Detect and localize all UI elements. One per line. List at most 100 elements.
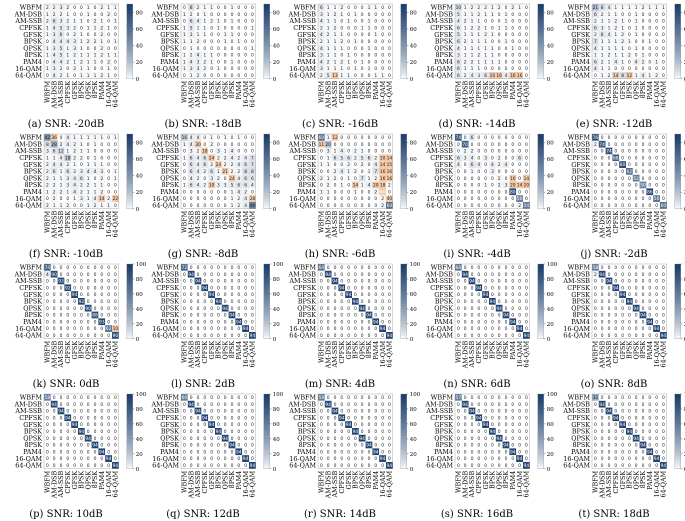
heatmap-cell [646, 65, 654, 72]
heatmap-cell-label: 1 [80, 53, 83, 59]
heatmap-cell-label: 0 [498, 272, 501, 278]
colorbar-segment [263, 168, 270, 172]
heatmap-cell-label: 94 [72, 422, 78, 428]
heatmap-cell [215, 65, 222, 72]
heatmap-cell-label: 1 [635, 73, 638, 79]
heatmap-cell-label: 0 [525, 313, 528, 319]
heatmap-cell-label: 0 [484, 333, 487, 339]
panel-caption: (b) SNR: -18dB [165, 119, 242, 130]
heatmap-cell-label: 1 [484, 53, 487, 59]
heatmap-cell-label: 0 [347, 326, 350, 332]
colorbar-segment [126, 426, 133, 430]
heatmap-cell [653, 24, 660, 32]
heatmap-cell-label: 1 [354, 66, 357, 72]
heatmap-cell-label: 4 [190, 176, 193, 182]
heatmap-cell-label: 0 [340, 313, 343, 319]
colorbar-segment [126, 286, 133, 290]
heatmap-cell-label: 1 [614, 5, 617, 11]
heatmap-cell-label: 1 [635, 32, 638, 38]
heatmap-cell-label: 0 [197, 319, 200, 325]
heatmap-cell-label: 0 [374, 135, 377, 141]
heatmap-cell [605, 31, 613, 38]
heatmap-cell [98, 17, 106, 25]
colorbar-segment [126, 153, 133, 157]
colorbar-segment [537, 333, 544, 337]
heatmap-cell-label: 0 [511, 66, 514, 72]
heatmap-cell-label: 0 [46, 449, 49, 455]
heatmap-cell-label: 0 [388, 39, 391, 45]
heatmap-cell-label: 0 [662, 183, 665, 189]
panel-caption: (j) SNR: -2dB [580, 249, 647, 260]
colorbar-segment [126, 418, 133, 422]
heatmap-cell-label: 0 [114, 59, 117, 65]
heatmap-cell [249, 24, 256, 32]
colorbar-segment [537, 271, 544, 275]
colorbar-tick-label: 80 [136, 277, 143, 283]
heatmap-cell-label: 0 [614, 196, 617, 202]
heatmap-cell [632, 51, 640, 59]
heatmap-cell-label: 0 [505, 59, 508, 65]
heatmap-cell [331, 44, 339, 52]
heatmap-cell [98, 72, 106, 79]
column-label: PAM4 [235, 81, 243, 100]
heatmap-cell-label: 0 [107, 32, 110, 38]
heatmap-cell [215, 58, 222, 66]
heatmap-cell-label: 2 [197, 176, 200, 182]
colorbar-segment [400, 158, 407, 162]
heatmap-cell-label: 3 [53, 32, 56, 38]
heatmap-cell [461, 24, 469, 32]
heatmap-cell-label: 0 [244, 53, 247, 59]
heatmap-cell-label: 0 [73, 279, 76, 285]
heatmap-cell-label: 0 [648, 19, 651, 25]
heatmap-cell-label: 0 [471, 313, 474, 319]
heatmap-cell-label: 0 [334, 183, 337, 189]
colorbar-segment [126, 48, 133, 52]
heatmap-cell-label: 94 [58, 409, 64, 415]
colorbar-segment [263, 33, 270, 37]
colorbar-segment [263, 48, 270, 52]
heatmap-cell-label: 0 [46, 73, 49, 79]
colorbar-frame [263, 3, 270, 79]
heatmap-cell [345, 58, 352, 66]
heatmap-cell-label: 0 [608, 203, 611, 209]
heatmap-cell-label: 15 [387, 162, 393, 168]
heatmap-cell-label: 1 [471, 66, 474, 72]
colorbar-segment [537, 26, 544, 30]
colorbar-tick-label: 40 [547, 44, 554, 50]
heatmap-cell [653, 4, 660, 11]
heatmap-cell-label: 0 [340, 162, 343, 168]
heatmap-cell [345, 24, 352, 32]
heatmap-cell [461, 51, 469, 59]
heatmap-cell [639, 17, 647, 25]
heatmap-cell-label: 0 [107, 395, 110, 401]
colorbar-segment [400, 53, 407, 57]
heatmap-cell-label: 0 [87, 46, 90, 52]
heatmap-cell-label: 0 [197, 292, 200, 298]
heatmap-cell-label: 0 [648, 162, 651, 168]
heatmap-cell-label: 4 [53, 53, 56, 59]
heatmap-cell-label: 0 [217, 142, 220, 148]
heatmap-cell-label: 0 [601, 313, 604, 319]
colorbar-tick-label: 40 [136, 174, 143, 180]
colorbar-segment [400, 71, 407, 75]
column-label: WBFM [318, 80, 326, 103]
heatmap-cell-label: 0 [210, 326, 213, 332]
heatmap-cell-label: 0 [224, 59, 227, 65]
heatmap-cell-label: 1 [46, 46, 49, 52]
heatmap-cell-label: 0 [197, 189, 200, 195]
colorbar-segment [263, 326, 270, 330]
heatmap-cell-label: 0 [491, 265, 494, 271]
heatmap-cell [509, 51, 517, 59]
heatmap-cell-label: 0 [114, 443, 117, 449]
heatmap-cell [646, 44, 654, 52]
heatmap-cell-label: 1 [73, 162, 76, 168]
heatmap-cell [495, 17, 503, 25]
heatmap-cell-label: 0 [374, 313, 377, 319]
colorbar-segment [400, 276, 407, 280]
heatmap-cell-label: 4 [190, 135, 193, 141]
heatmap-cell [64, 4, 72, 11]
heatmap-cell [502, 17, 510, 25]
heatmap-cell-label: 1 [87, 176, 90, 182]
heatmap-cell-label: 3 [320, 66, 323, 72]
heatmap-cell-label: 0 [203, 196, 206, 202]
